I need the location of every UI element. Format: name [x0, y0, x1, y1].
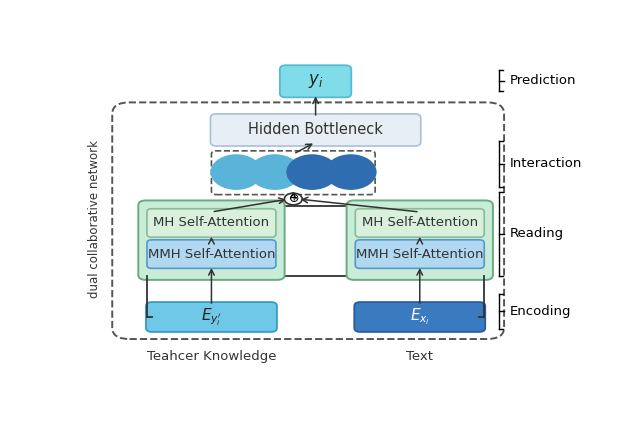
FancyBboxPatch shape: [211, 114, 420, 146]
Ellipse shape: [325, 154, 376, 190]
FancyBboxPatch shape: [147, 240, 276, 268]
Text: MH Self-Attention: MH Self-Attention: [154, 216, 269, 229]
FancyBboxPatch shape: [355, 240, 484, 268]
Text: Hidden Bottleneck: Hidden Bottleneck: [248, 123, 383, 137]
Text: MMH Self-Attention: MMH Self-Attention: [356, 248, 483, 261]
Circle shape: [284, 193, 302, 205]
FancyBboxPatch shape: [355, 302, 485, 332]
FancyBboxPatch shape: [355, 209, 484, 237]
Text: Teahcer Knowledge: Teahcer Knowledge: [147, 350, 276, 363]
Text: Prediction: Prediction: [510, 74, 577, 87]
Text: $E_{x_i}$: $E_{x_i}$: [410, 306, 429, 327]
Text: $E_{y_i'}$: $E_{y_i'}$: [201, 306, 221, 328]
Text: MMH Self-Attention: MMH Self-Attention: [148, 248, 275, 261]
Ellipse shape: [249, 154, 301, 190]
Text: Interaction: Interaction: [510, 157, 582, 171]
Text: $y_i$: $y_i$: [308, 72, 323, 91]
Text: Encoding: Encoding: [510, 305, 572, 318]
FancyBboxPatch shape: [347, 200, 493, 280]
FancyBboxPatch shape: [147, 209, 276, 237]
Ellipse shape: [286, 154, 338, 190]
FancyBboxPatch shape: [138, 200, 285, 280]
Text: Text: Text: [406, 350, 433, 363]
FancyBboxPatch shape: [280, 65, 351, 97]
Text: MH Self-Attention: MH Self-Attention: [362, 216, 478, 229]
Text: $\oplus$: $\oplus$: [287, 192, 299, 205]
Ellipse shape: [211, 154, 262, 190]
Text: dual collaborative network: dual collaborative network: [88, 140, 101, 298]
FancyBboxPatch shape: [146, 302, 277, 332]
Text: Reading: Reading: [510, 227, 564, 240]
